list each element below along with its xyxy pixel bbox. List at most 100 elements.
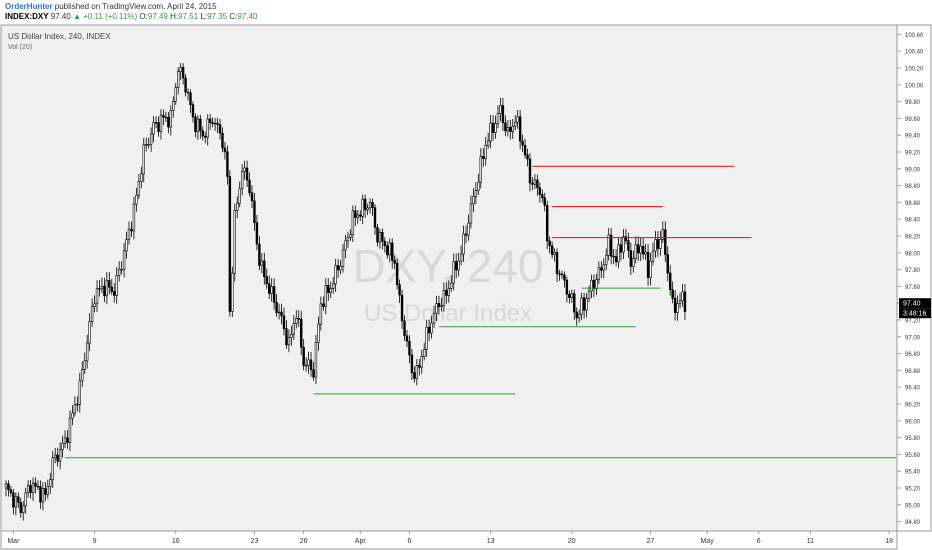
volume-indicator-label[interactable]: Vol (20) <box>8 44 32 51</box>
y-tick-label: 94.80 <box>905 520 921 526</box>
candle-body <box>391 242 394 261</box>
y-tick-label: 95.80 <box>905 436 921 442</box>
candle <box>629 242 633 275</box>
candle <box>68 410 72 452</box>
candle <box>66 430 69 449</box>
candle <box>336 259 340 278</box>
candle-body <box>184 77 187 93</box>
candle <box>349 229 352 241</box>
candle-body <box>351 210 355 236</box>
candle-body <box>516 116 519 123</box>
candle-body <box>113 291 116 296</box>
candle-body <box>447 288 450 296</box>
candle <box>327 278 330 301</box>
candle <box>204 131 207 144</box>
candle-body <box>459 253 463 262</box>
candle <box>73 396 77 417</box>
candle <box>531 177 534 191</box>
candle-body <box>132 203 136 232</box>
candle-body <box>646 251 650 278</box>
candle-body <box>629 250 633 267</box>
candle-body <box>270 286 273 294</box>
candle-body <box>425 326 428 350</box>
candle <box>53 447 57 464</box>
candle <box>302 339 305 371</box>
candle <box>258 236 261 271</box>
candle <box>368 198 372 214</box>
candle <box>103 277 106 303</box>
candle-body <box>339 265 342 271</box>
candle <box>49 472 52 494</box>
candle-body <box>22 505 25 513</box>
y-tick-label: 97.00 <box>905 335 921 341</box>
candle-body <box>484 144 487 159</box>
candle-body <box>575 311 578 319</box>
candle <box>545 200 549 250</box>
countdown-box <box>899 308 931 319</box>
horizontal-levels[interactable] <box>65 165 896 459</box>
candle <box>339 259 342 275</box>
candle <box>312 361 315 381</box>
candle <box>536 174 539 196</box>
last-price-label: 97.40 <box>903 301 921 308</box>
price-axis[interactable] <box>896 24 932 532</box>
y-axis-ticks: 100.60 100.40 100.20 100.00 99.80 99.60 99.40 9… <box>897 33 924 526</box>
x-tick-label: 9 <box>93 538 97 545</box>
candle-body <box>469 203 473 224</box>
candle-body <box>174 87 177 102</box>
candle <box>189 89 192 113</box>
x-tick-label: Mar <box>7 538 20 545</box>
candle <box>400 289 404 329</box>
candle <box>671 281 674 304</box>
candle <box>85 334 89 369</box>
price-chart[interactable]: DXY, 240 US Dollar Index US Dollar Index… <box>0 24 932 550</box>
candle <box>130 221 133 237</box>
candle <box>641 237 645 260</box>
candle-body <box>260 260 264 266</box>
candle-body <box>154 122 158 124</box>
y-tick-label: 96.40 <box>905 386 921 392</box>
candle-body <box>329 288 332 293</box>
candle <box>159 109 163 140</box>
candle-body <box>531 182 534 185</box>
candle <box>563 271 566 288</box>
candle-body <box>95 288 99 305</box>
candle-body <box>226 151 229 177</box>
candle-body <box>368 202 372 209</box>
candle-body <box>666 254 669 274</box>
candle-body <box>400 294 404 322</box>
candle-body <box>533 179 537 185</box>
x-tick-label: May <box>700 538 714 545</box>
candle-body <box>258 243 261 266</box>
candle-body <box>295 318 298 324</box>
candle <box>570 289 574 303</box>
candle-body <box>614 256 618 263</box>
candle-body <box>157 122 160 132</box>
candle-body <box>381 231 384 242</box>
candle-body <box>272 286 276 303</box>
candle <box>110 278 113 296</box>
candle-body <box>167 116 170 128</box>
candle-body <box>607 234 610 256</box>
candle <box>331 277 335 294</box>
candle <box>585 293 588 318</box>
time-axis[interactable] <box>0 530 898 550</box>
candle-body <box>509 127 512 132</box>
author-link[interactable]: OrderHunter <box>5 2 53 11</box>
candle <box>78 372 82 413</box>
candle-body <box>208 118 212 123</box>
y-tick-label: 98.80 <box>905 184 921 190</box>
candle-body <box>179 67 182 72</box>
candle <box>521 134 524 153</box>
candle-body <box>49 479 52 487</box>
plot-area[interactable] <box>0 24 898 532</box>
candle-body <box>403 320 406 337</box>
candle <box>51 450 54 488</box>
candle <box>395 258 399 290</box>
candle-body <box>366 207 369 211</box>
candle <box>240 164 244 196</box>
candle <box>238 181 241 208</box>
chart-title: US Dollar Index, 240, INDEX <box>8 32 111 41</box>
candle <box>445 282 448 304</box>
candle <box>609 228 613 265</box>
